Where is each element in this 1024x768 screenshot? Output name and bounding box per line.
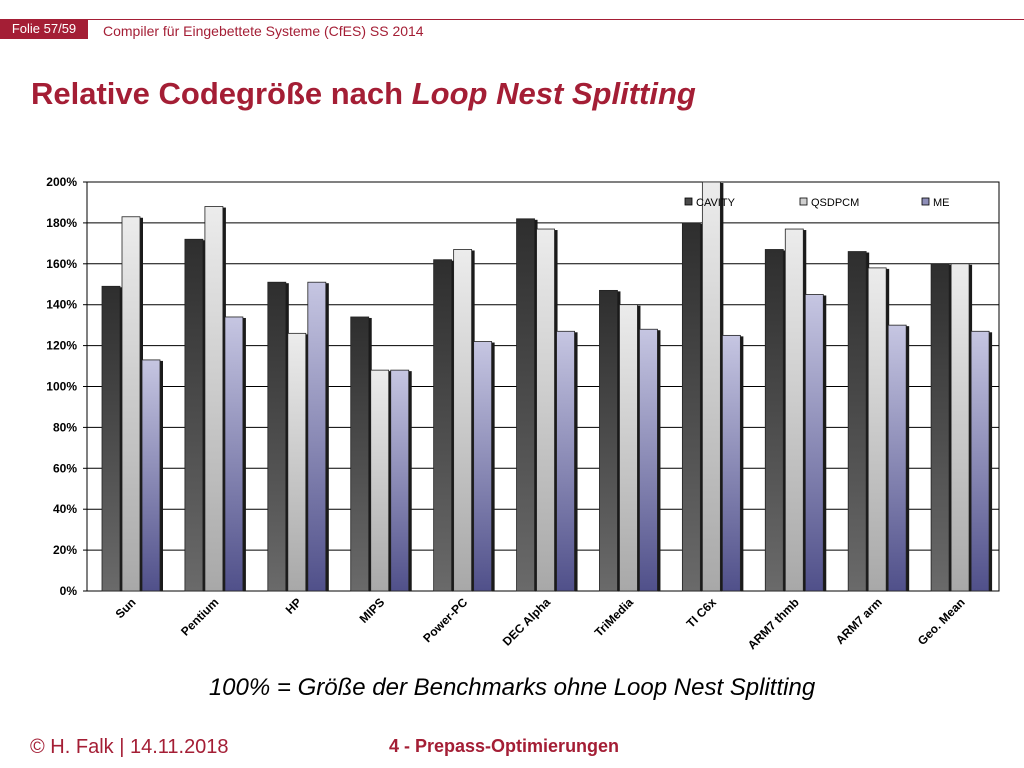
bar-me [804, 294, 824, 592]
caption: 100% = Größe der Benchmarks ohne Loop Ne… [208, 674, 816, 701]
bars [101, 181, 993, 592]
bar-me [473, 341, 493, 592]
y-tick-label: 40% [53, 502, 77, 516]
bar-me [224, 316, 244, 592]
bar-me [556, 330, 575, 592]
bar-cavity [599, 289, 618, 592]
slide-number-badge: Folie 57/59 [0, 19, 88, 39]
bar-me [639, 328, 658, 592]
bar-me [141, 359, 161, 592]
bar-qsdpcm [867, 267, 887, 592]
y-tick-label: 80% [53, 420, 77, 434]
y-tick-label: 60% [53, 461, 77, 475]
y-tick-label: 120% [46, 339, 77, 353]
bar-me [307, 281, 327, 592]
bar-cavity [930, 263, 950, 592]
bar-me [390, 369, 410, 592]
x-tick-label: DEC Alpha [500, 595, 554, 649]
legend-swatch-me [921, 197, 930, 206]
slide-title-emphasis: Loop Nest Splitting [411, 76, 696, 111]
bar-qsdpcm [287, 332, 307, 592]
bar-me [970, 330, 990, 592]
bar-qsdpcm [204, 206, 224, 592]
x-tick-label: TriMedia [592, 595, 637, 640]
x-axis-labels: Sun Pentium HP MIPS Power-PC DEC Alpha TriMedi… [113, 595, 968, 652]
legend-swatch-cavity [684, 197, 693, 206]
bar-cavity [681, 222, 701, 592]
legend-label-cavity: CAVITY [696, 197, 736, 209]
y-tick-label: 140% [46, 298, 77, 312]
y-tick-label: 160% [46, 257, 77, 271]
bar-cavity [350, 316, 370, 592]
x-tick-label: MIPS [357, 595, 388, 626]
bar-qsdpcm [121, 216, 141, 592]
bar-cavity [516, 218, 535, 592]
bar-qsdpcm [701, 181, 721, 592]
slide-title-main: Relative Codegröße nach [31, 76, 412, 111]
y-tick-label: 0% [60, 584, 78, 598]
bar-cavity [184, 238, 204, 592]
bar-cavity [847, 251, 867, 592]
bar-me [721, 334, 741, 592]
x-tick-label: Power-PC [420, 595, 470, 645]
legend-swatch-qsdpcm [799, 197, 808, 206]
legend-label-qsdpcm: QSDPCM [811, 197, 859, 209]
footer-chapter: 4 - Prepass-Optimierungen [389, 736, 620, 756]
header-rule [0, 19, 1024, 20]
legend-label-me: ME [933, 197, 950, 209]
bar-qsdpcm [536, 228, 555, 592]
y-tick-label: 20% [53, 543, 77, 557]
slide-title: Relative Codegröße nach Loop Nest Splitt… [31, 76, 696, 112]
bar-cavity [433, 259, 453, 592]
bar-cavity [267, 281, 287, 592]
x-tick-label: HP [283, 595, 305, 617]
bar-qsdpcm [950, 263, 970, 592]
x-tick-label: Geo. Mean [915, 595, 968, 648]
x-tick-label: Pentium [178, 595, 221, 638]
bar-me [887, 324, 907, 592]
bar-chart: 0% 20% 40% 60% 80% 100% 120% 140% 160% 180% 200% S… [46, 175, 1000, 652]
y-tick-label: 100% [46, 380, 77, 394]
x-tick-label: TI C6x [684, 595, 720, 631]
bar-qsdpcm [453, 249, 473, 592]
x-tick-label: ARM7 arm [833, 595, 885, 647]
course-title: Compiler für Eingebettete Systeme (CfES)… [103, 23, 424, 39]
y-tick-label: 200% [46, 175, 77, 189]
bar-qsdpcm [784, 228, 804, 592]
y-tick-label: 180% [46, 216, 77, 230]
x-tick-label: Sun [113, 595, 139, 621]
bar-qsdpcm [619, 304, 638, 592]
footer-author-date: © H. Falk | 14.11.2018 [30, 736, 229, 758]
bar-cavity [101, 285, 121, 592]
bar-cavity [764, 249, 784, 592]
y-axis-ticks: 0% 20% 40% 60% 80% 100% 120% 140% 160% 180% 200% [46, 175, 87, 598]
x-tick-label: ARM7 thmb [745, 595, 802, 652]
bar-qsdpcm [370, 369, 390, 592]
legend: CAVITY QSDPCM ME [684, 197, 950, 209]
